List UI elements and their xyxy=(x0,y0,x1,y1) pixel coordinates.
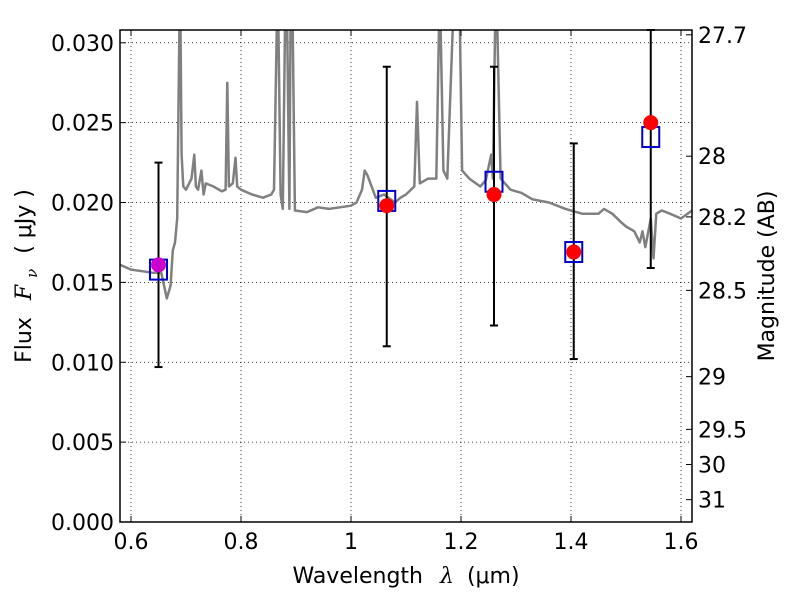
x-axis-label-unit: (μm) xyxy=(467,564,520,589)
y2-tick-label: 29 xyxy=(698,366,726,391)
y2-tick-label: 28 xyxy=(698,145,726,170)
secondary-y-axis-label: Magnitude (AB) xyxy=(755,191,780,362)
y-tick-label: 0.030 xyxy=(51,32,114,57)
x-axis-ticks: 0.6 0.8 1 1.2 1.4 1.6 xyxy=(114,30,699,555)
observed-circle-marker xyxy=(486,187,502,203)
data-markers xyxy=(149,115,661,281)
y2-tick-label: 31 xyxy=(698,489,726,514)
y-tick-label: 0.015 xyxy=(51,271,114,296)
y-tick-label: 0.025 xyxy=(51,112,114,137)
plot-area xyxy=(120,30,692,300)
y2-tick-label: 29.5 xyxy=(698,418,747,443)
observed-circle-marker xyxy=(151,257,166,273)
y-axis-ticks: 0.000 0.005 0.010 0.015 0.020 0.025 0.030 xyxy=(51,32,126,536)
x-tick-label: 0.6 xyxy=(114,530,149,555)
x-tick-label: 1.6 xyxy=(664,530,699,555)
x-tick-label: 1.4 xyxy=(554,530,589,555)
y-axis-label: Flux F ν ( μJy ) xyxy=(12,189,43,363)
observed-circle-marker xyxy=(643,115,659,131)
spectrum-line xyxy=(120,30,692,300)
y-tick-label: 0.005 xyxy=(51,431,114,456)
plot-frame xyxy=(119,29,693,523)
x-tick-label: 0.8 xyxy=(224,530,259,555)
y-axis-label-text: Flux xyxy=(12,317,37,363)
y-axis-label-subscript: ν xyxy=(23,269,41,278)
y2-tick-label: 28.5 xyxy=(698,279,747,304)
y2-tick-label: 30 xyxy=(698,453,726,478)
error-bars xyxy=(154,29,655,369)
y2-tick-label: 27.7 xyxy=(698,24,747,49)
observed-circle-marker xyxy=(379,198,395,214)
y2-tick-label: 28.2 xyxy=(698,206,747,231)
x-axis-label-symbol: λ xyxy=(439,564,454,589)
model-square-marker xyxy=(564,241,584,264)
x-axis-label: Wavelength λ (μm) xyxy=(292,564,519,589)
y-tick-label: 0.000 xyxy=(51,511,114,536)
y-tick-label: 0.010 xyxy=(51,351,114,376)
y-axis-label-symbol: F xyxy=(12,284,37,301)
y-tick-label: 0.020 xyxy=(51,192,114,217)
secondary-y-axis-ticks: 27.7 28 28.2 28.5 29 29.5 30 31 xyxy=(686,24,747,514)
x-axis-label-text: Wavelength xyxy=(292,564,423,589)
x-tick-label: 1 xyxy=(344,530,358,555)
x-tick-label: 1.2 xyxy=(444,530,479,555)
y-axis-label-unit: ( μJy ) xyxy=(12,189,37,254)
observed-circle-marker xyxy=(566,244,582,260)
grid-lines xyxy=(120,30,692,523)
